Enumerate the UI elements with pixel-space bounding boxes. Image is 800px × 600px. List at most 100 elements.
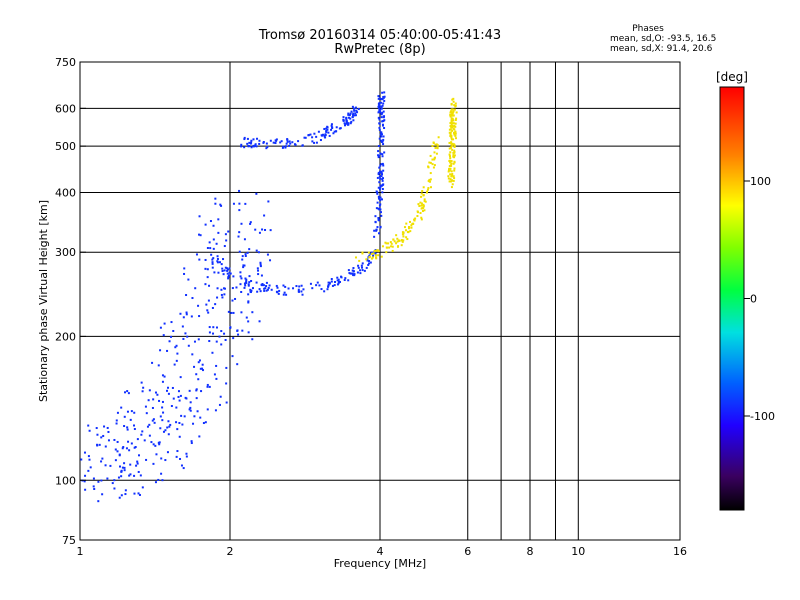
- phases-o-stats: mean, sd,O: -93.5, 16.5: [610, 34, 716, 44]
- data-point: [226, 269, 229, 272]
- data-point: [231, 355, 234, 358]
- data-point: [368, 262, 371, 265]
- data-point: [180, 464, 183, 467]
- data-point: [218, 403, 221, 406]
- data-point: [238, 231, 241, 234]
- data-point: [114, 459, 117, 462]
- data-point: [127, 392, 130, 395]
- data-point: [420, 192, 423, 195]
- data-point: [264, 228, 267, 231]
- data-point: [343, 278, 346, 281]
- data-point: [379, 105, 382, 108]
- data-point: [326, 288, 329, 291]
- data-point: [164, 429, 167, 432]
- data-point: [206, 408, 209, 411]
- data-point: [380, 175, 383, 178]
- data-point: [136, 462, 139, 465]
- data-point: [289, 142, 292, 145]
- data-point: [354, 112, 357, 115]
- x-tick-label: 6: [464, 545, 471, 558]
- data-point: [454, 132, 457, 135]
- data-point: [141, 390, 144, 393]
- data-point: [184, 332, 187, 335]
- data-point: [378, 126, 381, 129]
- data-point: [452, 162, 455, 165]
- data-point: [231, 299, 234, 302]
- data-point: [220, 288, 223, 291]
- data-point: [198, 233, 201, 236]
- data-point: [220, 293, 223, 296]
- data-point: [166, 451, 169, 454]
- data-point: [248, 275, 251, 278]
- data-point: [95, 427, 98, 430]
- data-point: [352, 119, 355, 122]
- data-point: [129, 418, 132, 421]
- data-point: [372, 252, 375, 255]
- data-point: [429, 178, 432, 181]
- data-point: [168, 425, 171, 428]
- data-point: [274, 142, 277, 145]
- data-point: [159, 427, 162, 430]
- data-point: [173, 363, 176, 366]
- data-point: [433, 158, 436, 161]
- data-point: [196, 410, 199, 413]
- data-point: [254, 144, 257, 147]
- data-point: [148, 434, 151, 437]
- data-point: [198, 215, 201, 218]
- data-point: [235, 286, 238, 289]
- data-point: [385, 246, 388, 249]
- data-point: [381, 91, 384, 94]
- data-point: [316, 281, 319, 284]
- data-point: [175, 421, 178, 424]
- data-point: [97, 480, 100, 483]
- data-point: [451, 179, 454, 182]
- data-point: [89, 466, 92, 469]
- data-point: [451, 122, 454, 125]
- data-point: [410, 226, 413, 229]
- data-point: [431, 163, 434, 166]
- data-point: [166, 349, 169, 352]
- data-point: [204, 283, 207, 286]
- data-point: [212, 238, 215, 241]
- data-point: [228, 267, 231, 270]
- data-point: [380, 133, 383, 136]
- data-point: [259, 263, 262, 266]
- data-point: [343, 122, 346, 125]
- data-point: [421, 207, 424, 210]
- data-point: [311, 140, 314, 143]
- data-point: [167, 433, 170, 436]
- data-point: [275, 138, 278, 141]
- data-point: [218, 335, 221, 338]
- data-point: [447, 177, 450, 180]
- data-point: [437, 136, 440, 139]
- data-point: [374, 215, 377, 218]
- data-point: [315, 141, 318, 144]
- data-point: [352, 267, 355, 270]
- data-point: [450, 141, 453, 144]
- data-point: [436, 144, 439, 147]
- data-point: [427, 165, 430, 168]
- data-point: [248, 281, 251, 284]
- data-point: [420, 202, 423, 205]
- data-point: [367, 263, 370, 266]
- data-point: [330, 123, 333, 126]
- data-point: [212, 224, 215, 227]
- data-point: [383, 115, 386, 118]
- data-point: [231, 287, 234, 290]
- data-point: [201, 363, 204, 366]
- data-point: [252, 138, 255, 141]
- data-point: [240, 311, 243, 314]
- data-point: [379, 133, 382, 136]
- data-point: [405, 229, 408, 232]
- data-point: [263, 289, 266, 292]
- data-point: [215, 242, 218, 245]
- data-point: [246, 251, 249, 254]
- data-point: [382, 120, 385, 123]
- data-point: [269, 229, 272, 232]
- data-point: [402, 232, 405, 235]
- data-point: [151, 361, 154, 364]
- data-point: [241, 258, 244, 261]
- x-tick-label: 4: [377, 545, 384, 558]
- data-point: [319, 139, 322, 142]
- data-point: [297, 288, 300, 291]
